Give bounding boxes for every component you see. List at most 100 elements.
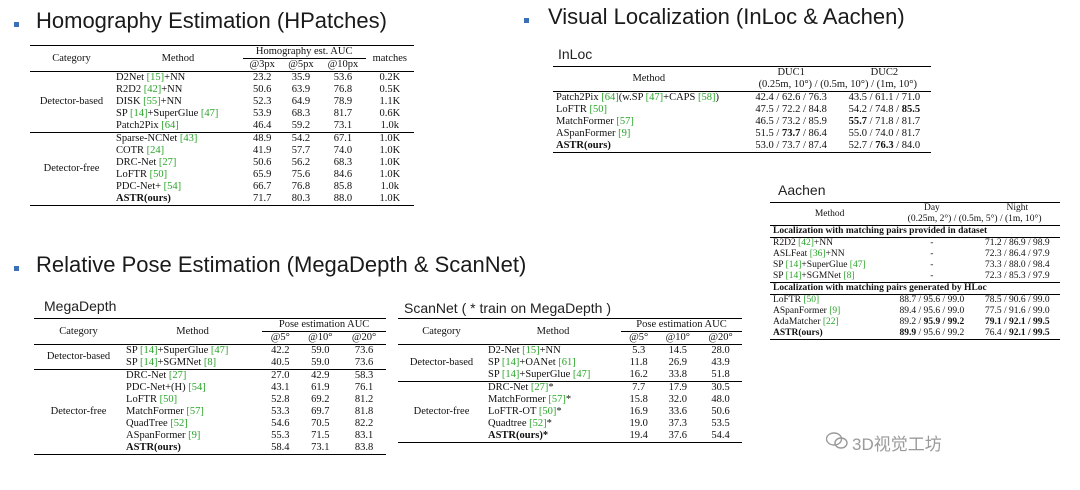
value-cell: 7.7 [621, 381, 657, 394]
header-group: Homography est. AUC [242, 45, 366, 59]
value-cell: 73.1 [298, 442, 343, 455]
header-col-1: @5° [629, 332, 649, 343]
value: 55.0 / 74.0 / 81.7 [848, 128, 921, 139]
night-cell: 76.4 / 92.1 / 99.5 [974, 328, 1060, 340]
duc2-cell: 55.7 / 71.8 / 81.7 [838, 116, 931, 128]
table-row: Detector-based D2Net [15]+NN 23.2 35.9 53.6 0… [30, 71, 414, 133]
value-cell: 53.6 [320, 71, 366, 84]
megadepth-table: Category Method Pose estimation AUC @5° @10°… [34, 318, 386, 455]
method-cell: Quadtree [52]* [485, 418, 621, 430]
header-thresholds: (0.25m, 2°) / (0.5m, 5°) / (1m, 10°) [889, 214, 1060, 226]
value-cell: 54.4 [699, 430, 742, 443]
value-cell: 46.4 [253, 120, 272, 131]
value-cell: 41.9 [253, 145, 272, 156]
value-cell: 57.7 [291, 145, 311, 156]
value-cell: 50.6 [253, 84, 272, 95]
method-name: R2D2 [116, 84, 144, 95]
method-name: SP [773, 271, 786, 281]
scannet-table: Category Method Pose estimation AUC @5° @10°… [398, 318, 742, 443]
citation-ref: [14] [129, 108, 148, 119]
method-cell: SP [14]+SuperGlue [47] [485, 369, 621, 382]
value-cell: 1.0k [380, 120, 399, 131]
citation-ref: [14] [785, 271, 802, 281]
value-cell: 35.9 [281, 71, 321, 84]
value-cell: 73.6 [342, 344, 386, 357]
value-cell: 1.1K [379, 96, 401, 107]
value-best: 89.9 [899, 328, 917, 338]
value-cell: 5.3 [621, 344, 657, 357]
table-row: LoFTR [50] 65.9 75.6 84.6 1.0K [30, 169, 414, 181]
method-suffix: (w.SP [618, 92, 646, 103]
citation-ref: [47] [200, 108, 219, 119]
value: 46.5 / 73.2 / 85.9 [755, 116, 827, 127]
method-suffix: ) [715, 92, 719, 103]
method-suffix: +NN [825, 249, 845, 259]
value-cell: 51.8 [711, 369, 730, 380]
value-cell: 71.7 [242, 193, 282, 206]
value-cell: 69.7 [311, 406, 330, 417]
value-cell: 66.7 [253, 181, 272, 192]
value-best: 92.1 / 99.5 [1008, 328, 1050, 338]
method-cell: MatchFormer [57] [553, 116, 745, 128]
value-cell: 78.9 [333, 96, 353, 107]
value-cell: 16.2 [629, 369, 648, 380]
heading-visloc: Visual Localization (InLoc & Aachen) [548, 4, 905, 29]
method-cell: SP [14]+SGMNet [8] [123, 357, 262, 370]
citation-ref: [43] [179, 133, 198, 144]
value-cell: 73.6 [354, 357, 374, 368]
table-row: AdaMatcher [22] 89.2 / 95.9 / 99.2 79.1 / … [770, 317, 1060, 328]
method-suffix: * [565, 394, 572, 405]
header-category: Category [30, 45, 114, 72]
value-cell: 81.2 [354, 394, 374, 405]
method-suffix: +SuperGlue [801, 260, 850, 270]
inloc-table: Method DUC1 DUC2 (0.25m, 10°) / (0.5m, 10°)… [553, 66, 931, 153]
table-row: Detector-free DRC-Net [27]* 7.7 17.9 30.5 [398, 381, 742, 443]
night-cell: 71.2 / 86.9 / 98.9 [984, 238, 1050, 248]
value-cell: 48.9 [242, 132, 282, 145]
value-cell: 11.8 [629, 357, 648, 368]
table-row: SP [14]+OANet [61] 11.8 26.9 43.9 [398, 357, 742, 369]
citation-ref: [42] [143, 84, 162, 95]
value-cell: 1.0K [379, 157, 401, 168]
table-row: Patch2Pix [64](w.SP [47]+CAPS [58]) 42.4 … [553, 91, 931, 104]
table-row: ASLFeat [36]+NN - 72.3 / 86.4 / 97.9 [770, 249, 1060, 260]
header-thresholds: (0.25m, 10°) / (0.5m, 10°) / (1m, 10°) [744, 79, 931, 92]
citation-ref: [9] [829, 306, 841, 316]
citation-ref: [14] [139, 345, 158, 356]
method-cell: ASpanFormer [9] [553, 128, 745, 140]
table-row: LoFTR [50] 52.8 69.2 81.2 [34, 394, 386, 406]
header-method: Method [770, 202, 890, 226]
night-cell: 77.5 / 91.6 / 99.0 [975, 306, 1060, 317]
value: 54.2 / 74.8 / [848, 104, 902, 115]
value-cell: 76.1 [354, 382, 374, 393]
value: / 86.4 [800, 128, 827, 139]
method-cell: R2D2 [42]+NN [770, 238, 889, 250]
value-cell: 65.9 [253, 169, 272, 180]
method-cell: QuadTree [52] [123, 418, 262, 430]
method-cell: D2-Net [15]+NN [485, 344, 621, 357]
night-cell: 72.3 / 85.3 / 97.9 [984, 271, 1050, 281]
method-cell: AdaMatcher [22] [770, 317, 889, 328]
method-cell: ASLFeat [36]+NN [770, 249, 889, 260]
method-suffix: +NN [813, 238, 833, 248]
method-cell: COTR [24] [113, 145, 243, 157]
value-cell: 19.0 [629, 418, 648, 429]
citation-ref: [61] [558, 357, 576, 368]
category-cell: Detector-free [34, 369, 124, 455]
value-cell: 19.4 [621, 430, 657, 443]
method-cell: R2D2 [42]+NN [113, 84, 243, 96]
value-cell: 69.2 [311, 394, 330, 405]
value: / 95.6 / 99.2 [916, 328, 965, 338]
table-row: ASpanFormer [9] 55.3 71.5 83.1 [34, 430, 386, 442]
method-cell: LoFTR [50] [553, 104, 745, 116]
method-cell: DRC-Net [27] [113, 157, 243, 169]
value-cell: 17.9 [656, 381, 700, 394]
table-row: LoFTR [50] 47.5 / 72.2 / 84.8 54.2 / 74.8 … [553, 104, 931, 116]
header-col-1: @3px [249, 59, 275, 70]
method-cell: PDC-Net+ [54] [113, 181, 243, 193]
method-name: LoFTR [773, 295, 804, 305]
table-row: R2D2 [42]+NN 50.6 63.9 76.8 0.5K [30, 84, 414, 96]
citation-ref: [47] [645, 92, 664, 103]
method-name: LoFTR [116, 169, 150, 180]
value: 89.2 / [899, 317, 924, 327]
